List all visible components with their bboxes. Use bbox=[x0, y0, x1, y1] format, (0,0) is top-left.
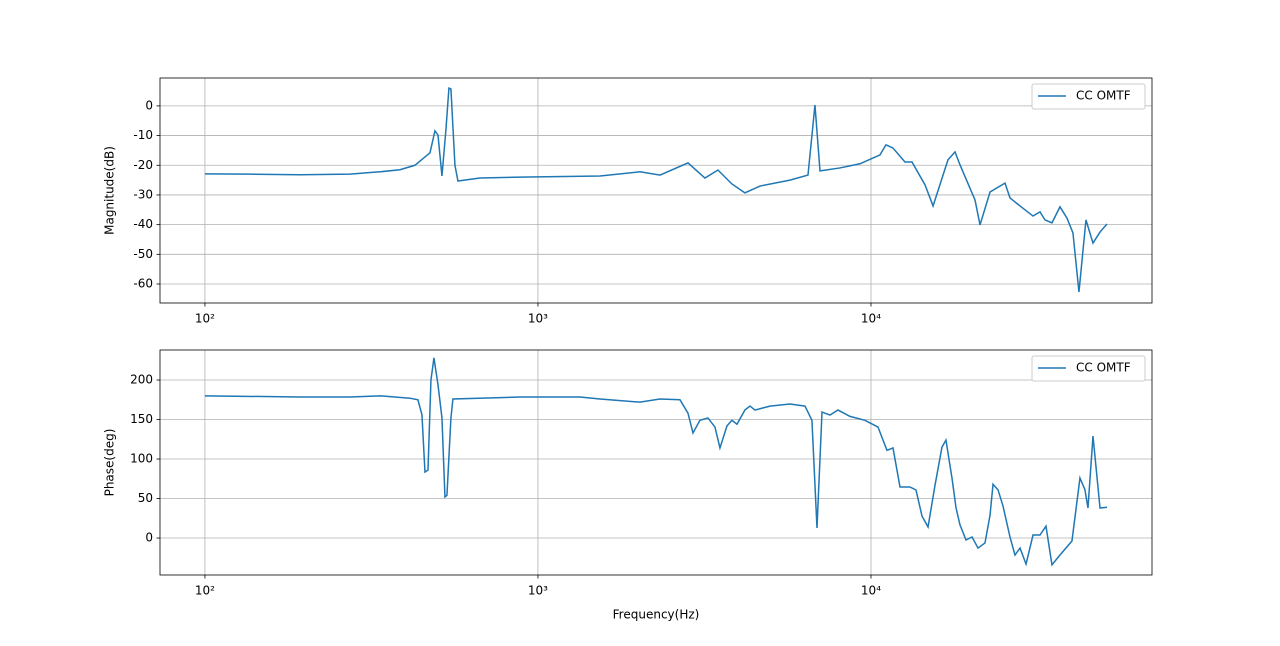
y-tick-label: -50 bbox=[133, 247, 153, 261]
y-tick-label: 0 bbox=[145, 531, 153, 545]
legend-box bbox=[1031, 83, 1146, 110]
y-axis-label: Phase(deg) bbox=[103, 429, 117, 497]
y-tick-label: -20 bbox=[133, 158, 153, 172]
y-tick-label: 50 bbox=[138, 491, 153, 505]
x-tick-label: 10³ bbox=[528, 584, 548, 598]
y-tick-label: -10 bbox=[133, 128, 153, 142]
line-series bbox=[204, 86, 1108, 293]
axes-frame bbox=[159, 349, 1153, 576]
y-tick-label: 150 bbox=[130, 412, 153, 426]
y-tick-label: 0 bbox=[145, 98, 153, 112]
y-tick-label: -40 bbox=[133, 217, 153, 231]
legend-box bbox=[1031, 355, 1146, 382]
x-axis-label: Frequency(Hz) bbox=[613, 608, 700, 622]
y-axis-label: Magnitude(dB) bbox=[103, 146, 117, 235]
y-tick-label: -60 bbox=[133, 277, 153, 291]
x-tick-label: 10³ bbox=[528, 312, 548, 326]
axes-frame bbox=[159, 77, 1153, 304]
y-tick-label: -30 bbox=[133, 187, 153, 201]
legend-label: CC OMTF bbox=[1076, 89, 1131, 103]
x-tick-label: 10² bbox=[195, 312, 215, 326]
x-tick-label: 10⁴ bbox=[861, 584, 881, 598]
x-tick-label: 10² bbox=[195, 584, 215, 598]
legend-label: CC OMTF bbox=[1076, 361, 1131, 375]
y-tick-label: 200 bbox=[130, 373, 153, 387]
line-series bbox=[204, 357, 1108, 567]
y-tick-label: 100 bbox=[130, 452, 153, 466]
x-tick-label: 10⁴ bbox=[861, 312, 881, 326]
